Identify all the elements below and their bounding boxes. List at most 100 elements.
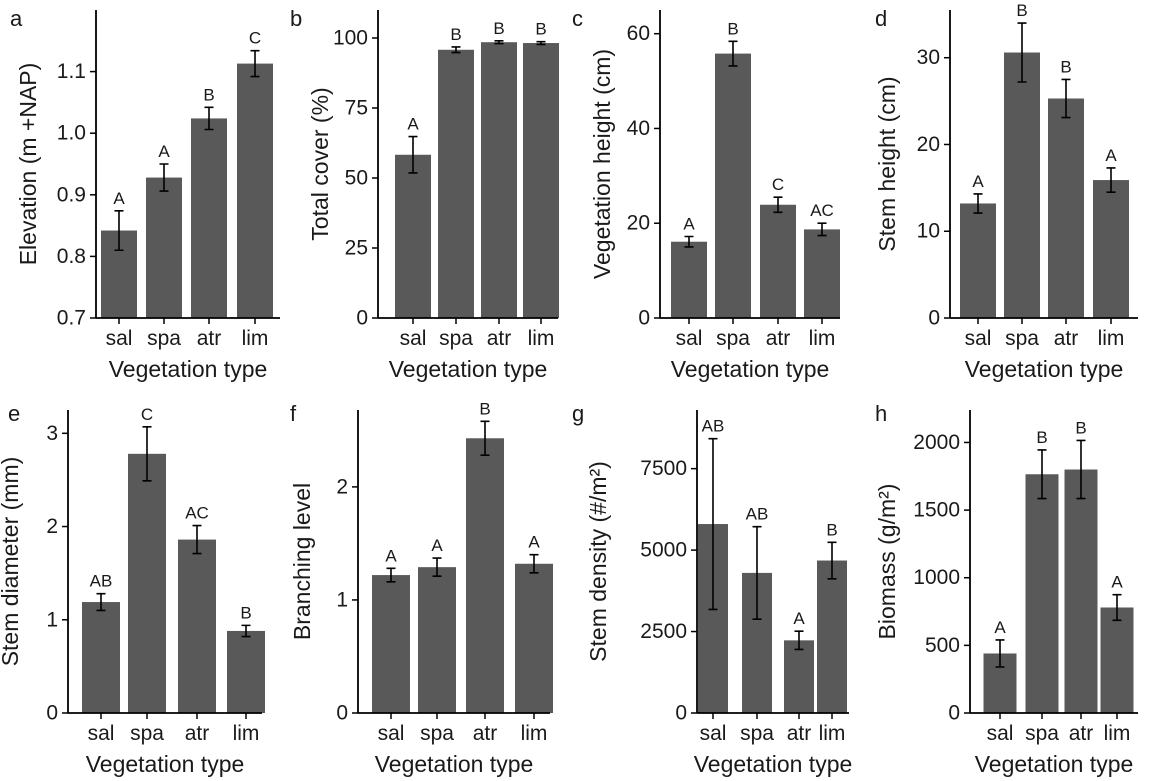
error-bar-atr bbox=[1076, 439, 1086, 500]
bar-atr bbox=[191, 118, 227, 318]
significance-label: A bbox=[994, 618, 1006, 637]
x-tick-label-sal: sal bbox=[378, 722, 405, 745]
x-axis-title: Vegetation type bbox=[109, 356, 268, 382]
panel-b: b A B B B 0 25 50 75 100 sal spa atr lim Vegetation ty… bbox=[290, 6, 559, 382]
error-bar-sal bbox=[96, 592, 106, 612]
panel-a: a A A B C 0.7 0.8 0.9 1.0 1.1 sal spa atr lim Vegetati… bbox=[10, 6, 280, 382]
significance-label: AB bbox=[746, 505, 769, 524]
y-tick-label: 1 bbox=[46, 608, 58, 631]
x-tick-label-spa: spa bbox=[439, 327, 473, 350]
y-tick-label: 2000 bbox=[913, 431, 960, 454]
bar-lim bbox=[1093, 180, 1129, 318]
significance-label: C bbox=[249, 29, 261, 48]
y-tick-label: 40 bbox=[627, 117, 650, 140]
error-bar-sal bbox=[995, 639, 1005, 668]
panel-f: f A A B A 0 1 2 sal spa atr lim Vegetation type Branc… bbox=[289, 399, 553, 777]
error-bar-atr bbox=[794, 630, 804, 651]
x-tick-label-atr: atr bbox=[487, 327, 512, 350]
x-tick-label-atr: atr bbox=[185, 722, 210, 745]
significance-label: B bbox=[727, 19, 738, 38]
error-bar-spa bbox=[1037, 449, 1047, 500]
panel-e: e AB C AC B 0 1 2 3 sal spa atr lim Vegetation type St… bbox=[0, 401, 265, 777]
x-tick-label-atr: atr bbox=[1069, 722, 1094, 745]
x-tick-label-sal: sal bbox=[106, 327, 133, 350]
x-tick-label-spa: spa bbox=[740, 722, 774, 745]
bar-atr bbox=[784, 640, 814, 713]
bar-lim bbox=[1100, 607, 1134, 713]
error-bar-lim bbox=[827, 541, 837, 580]
panel-letter: e bbox=[8, 401, 20, 426]
y-tick-label: 0 bbox=[675, 702, 687, 725]
significance-label: A bbox=[972, 172, 984, 191]
significance-label: A bbox=[1111, 573, 1123, 592]
bar-lim bbox=[817, 560, 847, 713]
y-tick-label: 20 bbox=[917, 133, 940, 156]
x-tick-label-lim: lim bbox=[528, 327, 555, 350]
bar-sal bbox=[82, 602, 120, 713]
significance-label: AC bbox=[810, 201, 834, 220]
bar-spa bbox=[1025, 474, 1059, 713]
x-tick-label-lim: lim bbox=[819, 722, 846, 745]
x-tick-label-atr: atr bbox=[766, 327, 791, 350]
y-tick-label: 500 bbox=[925, 634, 960, 657]
error-bar-lim bbox=[529, 553, 539, 574]
panel-c: c A B C AC 0 20 40 60 sal spa atr lim Vegetation type… bbox=[572, 6, 840, 382]
error-bar-atr bbox=[773, 196, 783, 214]
significance-label: B bbox=[240, 603, 251, 622]
error-bar-lim bbox=[536, 40, 546, 46]
error-bar-atr bbox=[1061, 78, 1071, 119]
y-tick-label: 20 bbox=[627, 212, 650, 235]
x-axis-title: Vegetation type bbox=[671, 356, 830, 382]
y-tick-label: 0 bbox=[928, 307, 940, 330]
panel-letter: c bbox=[572, 6, 583, 31]
x-tick-label-spa: spa bbox=[420, 722, 454, 745]
x-axis-title: Vegetation type bbox=[375, 751, 534, 777]
error-bar-lim bbox=[241, 624, 251, 638]
error-bar-sal bbox=[973, 193, 983, 214]
y-axis-title: Total cover (%) bbox=[307, 87, 333, 240]
x-tick-label-spa: spa bbox=[130, 722, 164, 745]
bar-atr bbox=[760, 204, 796, 318]
bar-spa bbox=[1004, 52, 1040, 319]
error-bar-sal bbox=[408, 135, 418, 174]
y-tick-label: 0 bbox=[356, 307, 368, 330]
x-tick-label-spa: spa bbox=[1025, 722, 1059, 745]
y-axis-title: Branching level bbox=[289, 483, 315, 640]
significance-label: A bbox=[528, 533, 540, 552]
significance-label: B bbox=[479, 399, 490, 418]
significance-label: AB bbox=[702, 417, 725, 436]
significance-label: A bbox=[431, 536, 443, 555]
significance-label: A bbox=[683, 214, 695, 233]
panel-letter: h bbox=[875, 401, 887, 426]
significance-label: A bbox=[407, 115, 419, 134]
y-tick-label: 0 bbox=[46, 702, 58, 725]
x-tick-label-spa: spa bbox=[716, 327, 750, 350]
x-axis-title: Vegetation type bbox=[694, 751, 853, 777]
x-tick-label-atr: atr bbox=[1054, 327, 1079, 350]
y-axis-title: Stem height (cm) bbox=[874, 76, 900, 251]
significance-label: AB bbox=[90, 572, 113, 591]
panel-letter: g bbox=[572, 401, 584, 426]
x-tick-label-sal: sal bbox=[700, 722, 727, 745]
bar-sal bbox=[671, 241, 707, 318]
bar-spa bbox=[128, 453, 166, 713]
significance-label: C bbox=[141, 405, 153, 424]
error-bar-sal bbox=[386, 567, 396, 583]
significance-label: A bbox=[1105, 146, 1117, 165]
bar-sal bbox=[395, 154, 431, 318]
error-bar-spa bbox=[451, 46, 461, 54]
significance-label: AC bbox=[185, 504, 209, 523]
panel-d: d A B B A 0 10 20 30 sal spa atr lim Vegetation type S… bbox=[874, 1, 1138, 382]
error-bar-sal bbox=[708, 437, 718, 611]
y-tick-label: 3 bbox=[46, 422, 58, 445]
bar-lim bbox=[515, 563, 553, 713]
y-axis-title: Biomass (g/m²) bbox=[874, 484, 900, 640]
y-tick-label: 100 bbox=[333, 27, 368, 50]
panel-letter: f bbox=[290, 401, 297, 426]
bar-lim bbox=[523, 43, 559, 318]
error-bar-lim bbox=[1112, 593, 1122, 622]
y-tick-label: 0 bbox=[336, 702, 348, 725]
error-bar-spa bbox=[752, 525, 762, 620]
x-tick-label-atr: atr bbox=[197, 327, 222, 350]
